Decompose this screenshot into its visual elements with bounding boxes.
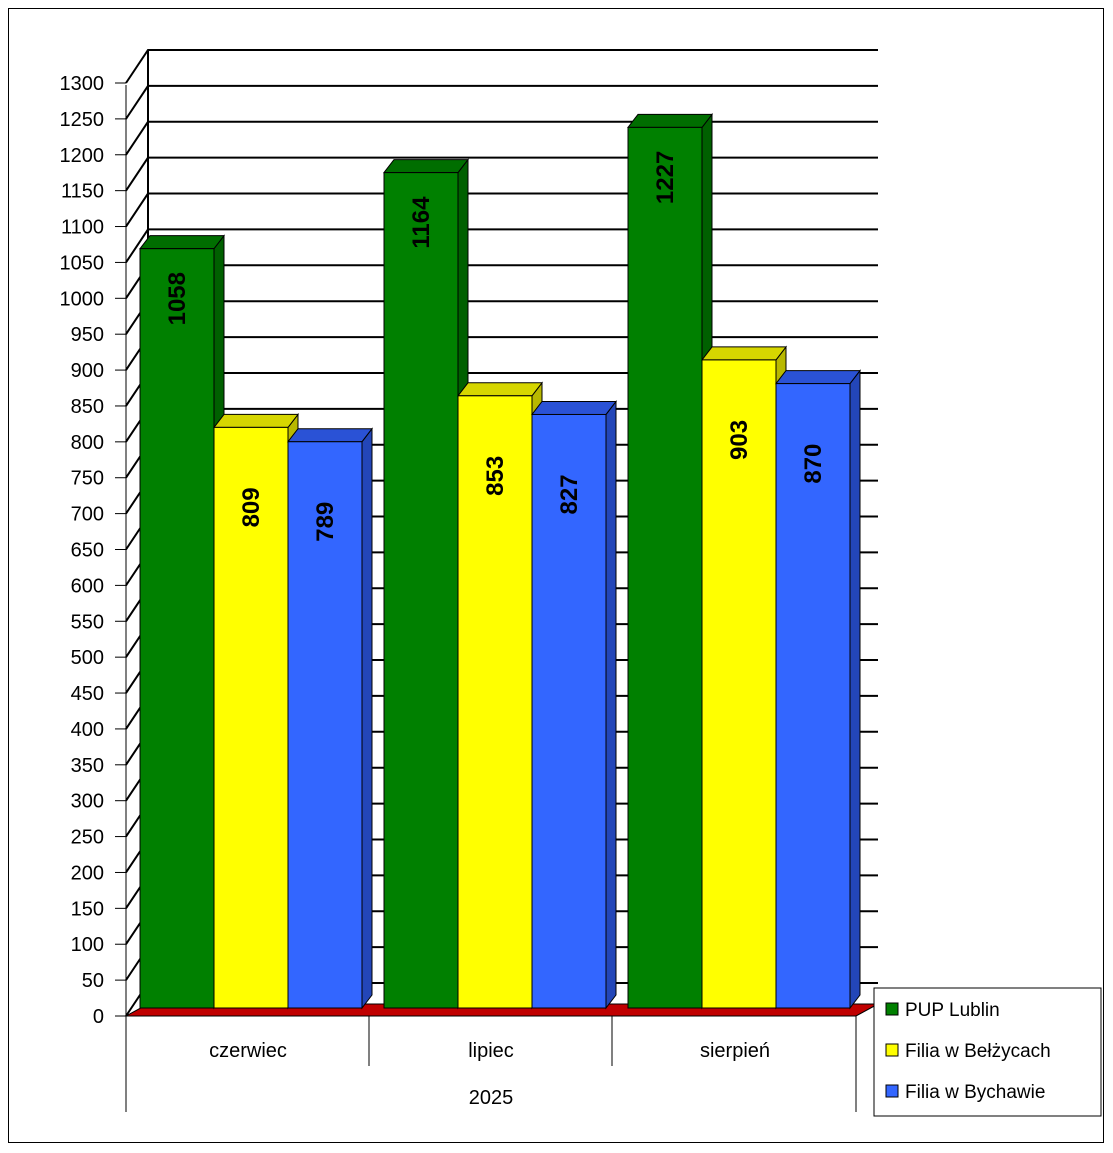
- y-tick-label: 450: [71, 683, 104, 705]
- gridline: [125, 156, 878, 192]
- data-label: 1058: [164, 272, 191, 325]
- y-tick-label: 900: [71, 360, 104, 382]
- bar-top: [626, 113, 714, 128]
- y-tick-label: 400: [71, 719, 104, 741]
- bar-side: [605, 399, 617, 1010]
- bar: [627, 126, 703, 1009]
- y-tick-label: 350: [71, 755, 104, 777]
- bar: [701, 359, 777, 1009]
- y-tick-label: 550: [71, 611, 104, 633]
- y-tick-label: 650: [71, 540, 104, 562]
- y-tick-label: 1100: [61, 217, 104, 239]
- bar-side: [361, 427, 373, 1010]
- bar-top: [456, 382, 544, 397]
- y-tick-label: 250: [71, 827, 104, 849]
- gridline: [125, 84, 878, 120]
- y-tick-label: 800: [71, 432, 104, 454]
- gridline: [125, 228, 878, 263]
- bar: [775, 383, 851, 1009]
- y-tick-label: 700: [71, 504, 104, 526]
- y-tick-label: 1050: [60, 252, 105, 274]
- legend-swatch: [885, 1002, 899, 1016]
- gridline: [125, 264, 878, 299]
- data-label: 870: [800, 444, 827, 484]
- legend-label: Filia w Bychawie: [905, 1082, 1045, 1103]
- gridline: [125, 120, 878, 156]
- y-tick-label: 600: [71, 575, 104, 597]
- legend-label: Filia w Bełżycach: [905, 1041, 1051, 1062]
- category-label: sierpień: [700, 1040, 770, 1062]
- y-tick-label: 150: [71, 898, 104, 920]
- y-tick-label: 1150: [61, 181, 104, 203]
- legend-swatch: [885, 1084, 899, 1098]
- y-tick-label: 200: [71, 862, 104, 884]
- gridline: [125, 300, 878, 335]
- y-tick-label: 1300: [60, 73, 105, 95]
- category-label: lipiec: [468, 1040, 514, 1062]
- group-label: 2025: [469, 1087, 514, 1109]
- bar-top: [138, 235, 226, 250]
- bar: [213, 426, 289, 1009]
- y-tick-label: 1000: [60, 288, 105, 310]
- bar: [531, 413, 607, 1009]
- y-tick-label: 50: [82, 970, 104, 992]
- bar-top: [774, 370, 862, 385]
- data-label: 1227: [652, 151, 679, 204]
- data-label: 853: [482, 456, 509, 496]
- bar-top: [382, 159, 470, 174]
- gridline: [125, 49, 878, 84]
- data-label: 809: [238, 487, 265, 527]
- gridline: [125, 192, 878, 228]
- legend-box: [873, 987, 1102, 1117]
- data-label: 1164: [408, 196, 435, 249]
- bar-top: [212, 413, 300, 428]
- y-tick-label: 750: [71, 468, 104, 490]
- bar-top: [700, 346, 788, 361]
- y-tick-label: 100: [71, 934, 104, 956]
- y-tick-label: 1200: [60, 145, 105, 167]
- y-tick-label: 850: [71, 396, 104, 418]
- bar: [287, 441, 363, 1009]
- data-label: 827: [556, 474, 583, 514]
- y-tick-label: 500: [71, 647, 104, 669]
- bar: [139, 248, 215, 1009]
- legend-label: PUP Lublin: [905, 1000, 1000, 1021]
- category-label: czerwiec: [209, 1040, 287, 1062]
- legend-swatch: [885, 1043, 899, 1057]
- bar-top: [530, 400, 618, 415]
- y-tick-label: 300: [71, 791, 104, 813]
- bar: [383, 172, 459, 1009]
- y-tick-label: 950: [71, 324, 104, 346]
- y-tick-label: 0: [93, 1006, 104, 1028]
- bar: [457, 395, 533, 1009]
- data-label: 789: [312, 502, 339, 542]
- bar-side: [849, 369, 861, 1010]
- data-label: 903: [726, 420, 753, 460]
- bar-top: [286, 428, 374, 443]
- y-tick-label: 1250: [60, 109, 105, 131]
